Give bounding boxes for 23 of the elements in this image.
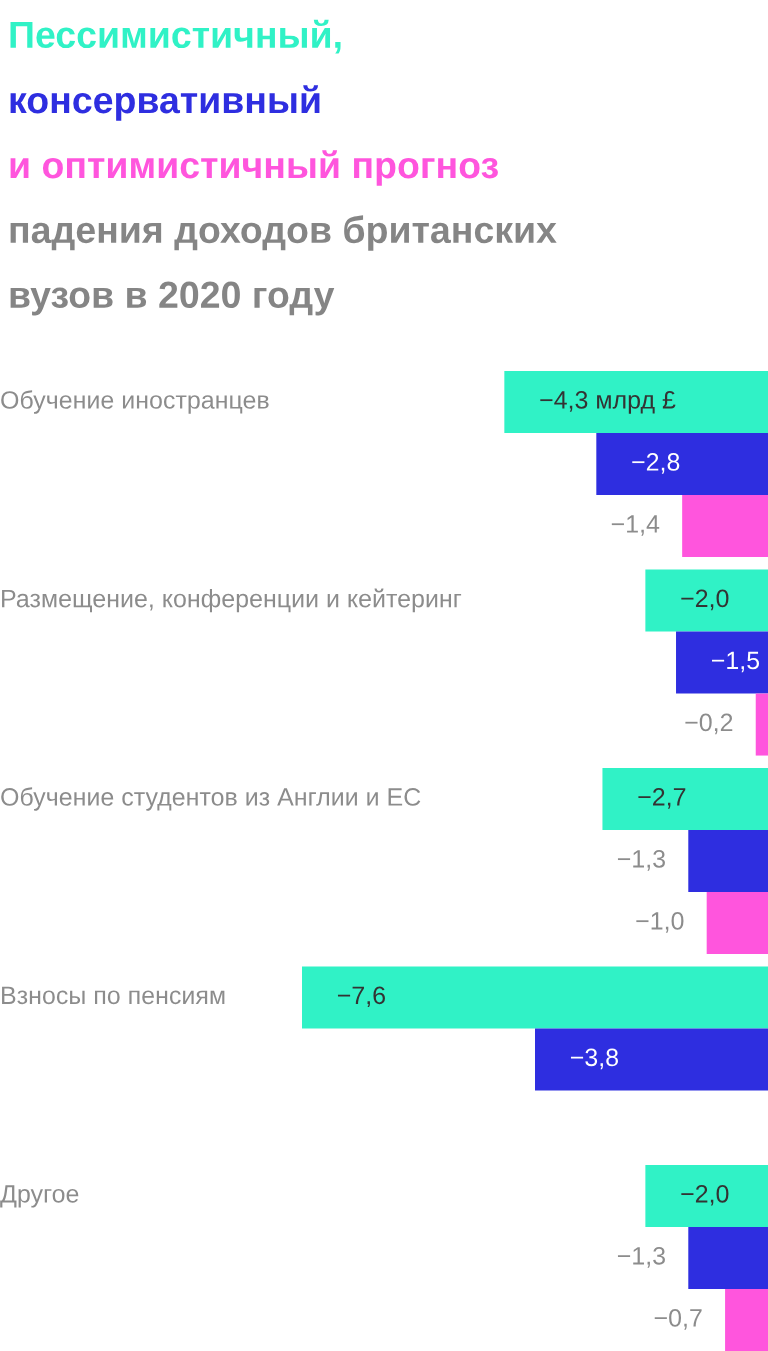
data-label: −2,0 — [681, 589, 729, 611]
data-label: −2,8 — [632, 453, 680, 474]
data-label: −7,6 — [337, 986, 385, 1008]
chart-title: падения доходов британских вузов в 2020 году — [10, 215, 557, 316]
data-label: −3,8 — [570, 1048, 618, 1070]
data-label: −1,0 — [636, 912, 684, 933]
y-tick-label: Взносы по пенсиям — [2, 986, 225, 1005]
y-tick-label: Размещение, конференции и кейтеринг — [2, 588, 462, 613]
data-label: −1,4 — [611, 515, 660, 536]
data-label: −1,3 — [617, 1246, 665, 1268]
data-label: −2,0 — [681, 1184, 729, 1206]
text: и оптимистичный прогноз — [10, 150, 498, 186]
data-label: −1,3 — [617, 850, 665, 871]
data-label: −4,3 млрд £ — [540, 391, 676, 414]
data-label: −0,2 — [685, 713, 733, 735]
data-label: −1,5 — [711, 651, 760, 673]
y-tick-label: Другое — [0, 1185, 79, 1208]
text: консервативный — [10, 85, 320, 121]
y-tick-label: Обучение иностранцев — [1, 390, 269, 414]
text: Пессимистичный, — [10, 19, 341, 54]
data-label: −0,7 — [654, 1309, 702, 1330]
y-tick-label: Обучение студентов из Англии и ЕС — [1, 787, 421, 811]
data-label: −2,7 — [638, 787, 686, 809]
